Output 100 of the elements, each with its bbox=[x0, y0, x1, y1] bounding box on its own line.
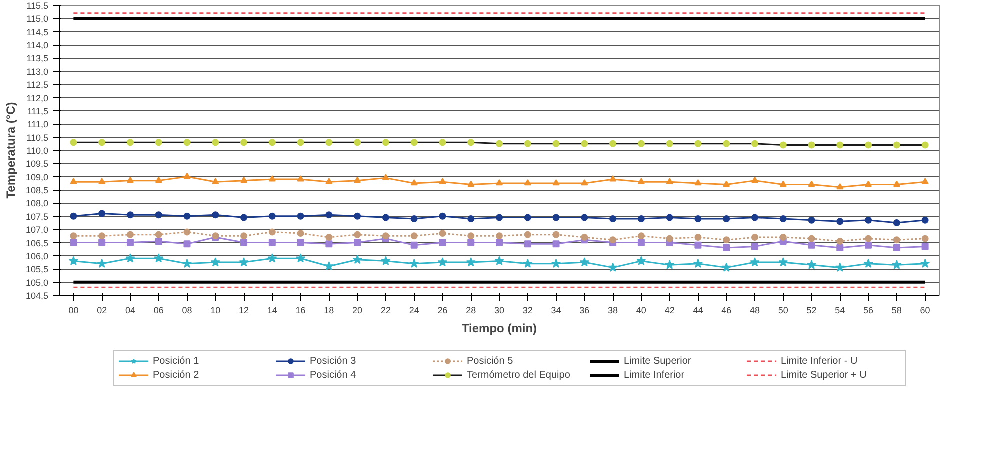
point bbox=[638, 232, 645, 240]
point bbox=[552, 240, 560, 248]
point bbox=[268, 254, 278, 263]
point bbox=[638, 239, 645, 246]
y-tick-label: 106,5 bbox=[26, 238, 49, 248]
legend-label: Termómetro del Equipo bbox=[467, 369, 572, 381]
legend-label: Posición 2 bbox=[153, 369, 200, 381]
point bbox=[610, 216, 617, 223]
point bbox=[751, 243, 758, 250]
point bbox=[524, 240, 532, 248]
point bbox=[893, 142, 900, 149]
point bbox=[610, 140, 617, 148]
point bbox=[551, 258, 562, 268]
y-tick-label: 109,0 bbox=[26, 172, 49, 182]
point bbox=[126, 231, 134, 238]
point bbox=[439, 239, 446, 246]
point bbox=[694, 234, 702, 241]
point bbox=[382, 214, 390, 222]
y-tick-label: 108,5 bbox=[26, 186, 49, 196]
x-tick-label: 20 bbox=[352, 306, 363, 316]
point bbox=[922, 178, 929, 184]
point bbox=[666, 235, 674, 242]
x-tick-label: 36 bbox=[580, 306, 590, 316]
point bbox=[354, 231, 362, 238]
y-tick-label: 104,5 bbox=[26, 291, 49, 301]
x-tick-label: 40 bbox=[636, 306, 646, 316]
point bbox=[268, 176, 276, 182]
point bbox=[922, 235, 929, 242]
x-tick-label: 46 bbox=[722, 306, 732, 316]
point bbox=[354, 176, 362, 184]
point bbox=[466, 258, 476, 267]
point bbox=[836, 238, 844, 245]
point bbox=[68, 256, 78, 266]
x-tick-label: 18 bbox=[324, 306, 334, 316]
point bbox=[835, 262, 845, 272]
point bbox=[382, 174, 390, 180]
y-tick-label: 110,0 bbox=[26, 146, 49, 156]
point bbox=[126, 239, 134, 246]
point bbox=[268, 212, 276, 220]
x-axis-title: Tiempo (min) bbox=[462, 322, 538, 336]
point bbox=[98, 210, 106, 218]
point bbox=[297, 212, 304, 220]
x-tick-label: 00 bbox=[68, 306, 79, 316]
point bbox=[184, 240, 191, 248]
x-tick-label: 26 bbox=[438, 306, 448, 316]
point bbox=[893, 220, 900, 226]
point bbox=[636, 256, 646, 266]
point bbox=[439, 139, 446, 146]
point bbox=[126, 176, 134, 184]
point bbox=[297, 176, 304, 182]
point bbox=[410, 232, 418, 240]
point bbox=[806, 260, 817, 270]
legend-label: Posición 1 bbox=[153, 355, 200, 367]
point bbox=[184, 172, 191, 180]
point bbox=[496, 214, 503, 222]
point bbox=[610, 236, 617, 244]
point bbox=[808, 242, 816, 249]
x-tick-label: 10 bbox=[210, 306, 221, 316]
point bbox=[98, 239, 106, 246]
point bbox=[780, 142, 787, 149]
point bbox=[240, 239, 248, 246]
point bbox=[155, 139, 162, 146]
point bbox=[184, 228, 191, 236]
point bbox=[70, 139, 78, 146]
x-tick-label: 14 bbox=[267, 306, 278, 316]
point bbox=[922, 142, 929, 149]
x-tick-label: 06 bbox=[154, 306, 164, 316]
point bbox=[326, 212, 333, 219]
y-tick-label: 114,0 bbox=[26, 40, 49, 51]
point bbox=[324, 262, 334, 271]
point bbox=[354, 139, 362, 146]
point bbox=[98, 178, 106, 184]
point bbox=[693, 258, 703, 268]
point bbox=[750, 258, 760, 267]
point bbox=[892, 260, 902, 270]
y-tick-label: 111,0 bbox=[27, 120, 48, 130]
x-tick-label: 02 bbox=[97, 306, 108, 316]
point bbox=[126, 139, 134, 146]
point bbox=[893, 180, 900, 188]
point bbox=[410, 179, 418, 186]
y-tick-label: 107,0 bbox=[26, 225, 49, 236]
point bbox=[155, 176, 162, 184]
point bbox=[98, 139, 106, 146]
point bbox=[212, 212, 220, 219]
point bbox=[922, 216, 929, 224]
point bbox=[523, 258, 533, 268]
legend-label: Limite Superior bbox=[624, 355, 692, 367]
y-tick-label: 112,0 bbox=[26, 93, 49, 104]
point bbox=[865, 242, 872, 249]
point bbox=[496, 239, 503, 246]
point bbox=[239, 258, 249, 267]
y-tick-label: 114,5 bbox=[26, 27, 49, 38]
point bbox=[865, 216, 872, 224]
legend-label: Posición 3 bbox=[310, 355, 358, 367]
point bbox=[126, 212, 134, 219]
y-tick-label: 107,5 bbox=[26, 212, 49, 222]
point bbox=[780, 180, 787, 188]
point bbox=[780, 234, 787, 241]
point bbox=[496, 179, 503, 186]
y-tick-label: 113,0 bbox=[26, 66, 49, 77]
